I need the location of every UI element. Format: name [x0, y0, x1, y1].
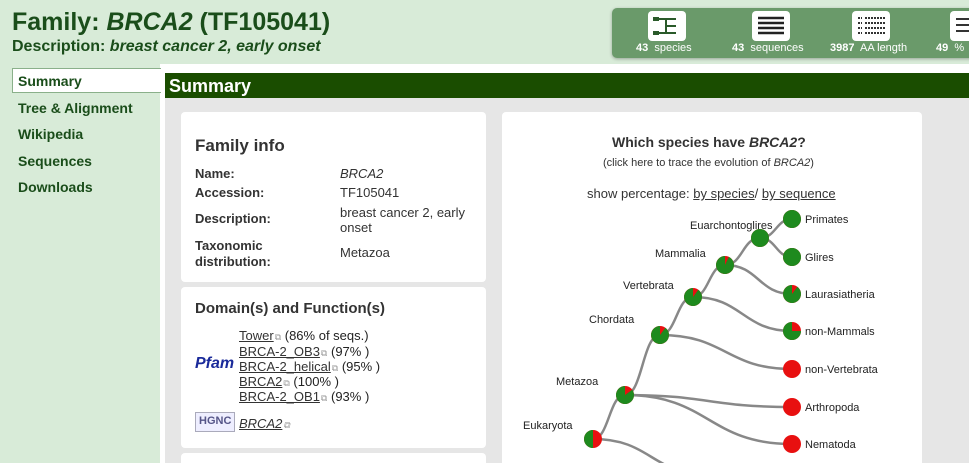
title-prefix: Family: — [12, 8, 107, 36]
accession-label: Accession: — [195, 185, 265, 200]
tree-node-label: Vertebrata — [623, 280, 675, 292]
external-link-icon: ⧉ — [283, 420, 290, 430]
page-description: Description: breast cancer 2, early onse… — [12, 38, 321, 56]
tree-branch — [592, 437, 665, 463]
domain-link[interactable]: BRCA2 — [239, 374, 283, 389]
stats-bar: 43 species 43 sequences 3987 AA length 4… — [612, 8, 969, 58]
description-info-label: Description: — [195, 211, 271, 226]
family-info-heading: Family info — [195, 136, 285, 155]
domain-item: BRCA-2_OB1⧉ (93% ) — [239, 389, 370, 404]
identity-icon — [950, 11, 969, 41]
tree-leaf-laurasiatheria-fill — [783, 285, 801, 303]
tree-branch — [624, 393, 793, 409]
page-title: Family: BRCA2 (TF105041) — [12, 8, 330, 37]
hgnc-logo: HGNC — [195, 412, 235, 432]
domain-item: Tower⧉ (86% of seqs.) — [239, 328, 369, 343]
tree-node-metazoa-fill — [616, 386, 634, 404]
tree-node-label: Metazoa — [556, 376, 599, 388]
page-header: Family: BRCA2 (TF105041) Description: br… — [0, 0, 969, 64]
domain-link[interactable]: BRCA-2_helical — [239, 359, 331, 374]
name-value: BRCA2 — [340, 166, 384, 181]
tree-leaf-nematoda[interactable] — [783, 435, 801, 453]
taxonomic-label-line1: Taxonomic — [195, 238, 263, 253]
external-link-icon: ⧉ — [283, 378, 290, 388]
tree-leaf-label: Laurasiatheria — [805, 289, 876, 301]
species-tree: Eukaryota Metazoa Chordata Vertebrata Mammal… — [523, 210, 879, 463]
percentage-toggle: show percentage: by species/ by sequence — [587, 186, 836, 201]
tree-branch — [624, 333, 661, 397]
domain-item: BRCA-2_OB3⧉ (97% ) — [239, 344, 370, 359]
tree-leaf-label: non-Mammals — [805, 326, 875, 338]
tree-node-mammalia-fill — [716, 256, 734, 274]
tree-leaf-label: Nematoda — [805, 439, 857, 451]
tree-branch — [692, 295, 793, 333]
description-value-line1: breast cancer 2, early — [340, 205, 466, 220]
pfam-logo: Pfam — [195, 355, 235, 372]
species-tree-icon — [648, 11, 686, 41]
sidebar-item-wikipedia[interactable]: Wikipedia — [18, 126, 84, 142]
section-heading: Summary — [165, 70, 969, 98]
sidebar-item-summary[interactable]: Summary — [12, 68, 161, 93]
description-value-line2: onset — [340, 220, 372, 235]
family-info-panel — [181, 112, 486, 282]
external-link-icon: ⧉ — [320, 348, 328, 358]
taxonomic-value: Metazoa — [340, 245, 390, 260]
hgnc-item: BRCA2⧉ — [239, 416, 290, 431]
tree-node-chordata-fill — [651, 326, 669, 344]
alignment-length-icon — [852, 11, 890, 41]
title-accession: (TF105041) — [192, 8, 331, 36]
tree-leaf-non-mammals-fill — [783, 322, 801, 340]
tree-leaf-label: Primates — [805, 214, 849, 226]
by-sequence-link[interactable]: by sequence — [761, 186, 836, 201]
sidebar-item-downloads[interactable]: Downloads — [18, 179, 93, 195]
sequences-icon — [752, 11, 790, 41]
domain-item: BRCA-2_helical⧉ (95% ) — [239, 359, 381, 374]
tree-node-label: Euarchontoglires — [690, 220, 773, 232]
trace-evolution-link[interactable]: (click here to trace the evolution of BR… — [603, 157, 814, 169]
tree-branch — [659, 333, 793, 371]
external-link-icon: ⧉ — [274, 332, 282, 342]
domain-item: BRCA2⧉ (100% ) — [239, 374, 339, 389]
family-name: BRCA2 — [106, 8, 193, 36]
tree-node-label: Eukaryota — [523, 420, 573, 432]
sidebar-item-sequences[interactable]: Sequences — [18, 153, 92, 169]
hgnc-link[interactable]: BRCA2 — [239, 416, 283, 431]
tree-node-label: Chordata — [589, 314, 635, 326]
domain-link[interactable]: Tower — [239, 328, 274, 343]
by-species-link[interactable]: by species — [693, 186, 755, 201]
tree-leaf-primates-fill — [783, 210, 801, 228]
tree-leaf-label: Arthropoda — [805, 402, 860, 414]
accession-value: TF105041 — [340, 185, 400, 200]
tree-leaf-non-vertebrata[interactable] — [783, 360, 801, 378]
name-label: Name: — [195, 166, 235, 181]
species-panel — [502, 112, 922, 463]
description-label: Description: — [12, 38, 110, 55]
tree-node-vertebrata-fill — [684, 288, 702, 306]
sidebar — [0, 64, 160, 463]
tree-node-eukaryota-fill — [584, 430, 593, 448]
sidebar-item-tree-alignment[interactable]: Tree & Alignment — [18, 100, 133, 116]
tree-branch — [624, 393, 793, 446]
domain-link[interactable]: BRCA-2_OB3 — [239, 344, 320, 359]
external-link-icon: ⧉ — [320, 393, 328, 403]
tree-leaf-label: non-Vertebrata — [805, 364, 879, 376]
tree-leaf-label: Glires — [805, 252, 834, 264]
tree-node-label: Mammalia — [655, 248, 707, 260]
taxonomic-label-line2: distribution: — [195, 254, 271, 269]
tree-leaf-arthropoda[interactable] — [783, 398, 801, 416]
tree-node-euarchontoglires-fill — [751, 229, 769, 247]
tree-branch — [724, 263, 793, 296]
next-panel — [181, 453, 486, 463]
description-text: breast cancer 2, early onset — [109, 38, 321, 55]
external-link-icon: ⧉ — [331, 363, 339, 373]
tree-leaf-glires-fill — [783, 248, 801, 266]
domains-heading: Domain(s) and Function(s) — [195, 300, 385, 317]
species-title: Which species have BRCA2? — [612, 134, 806, 150]
domain-link[interactable]: BRCA-2_OB1 — [239, 389, 320, 404]
